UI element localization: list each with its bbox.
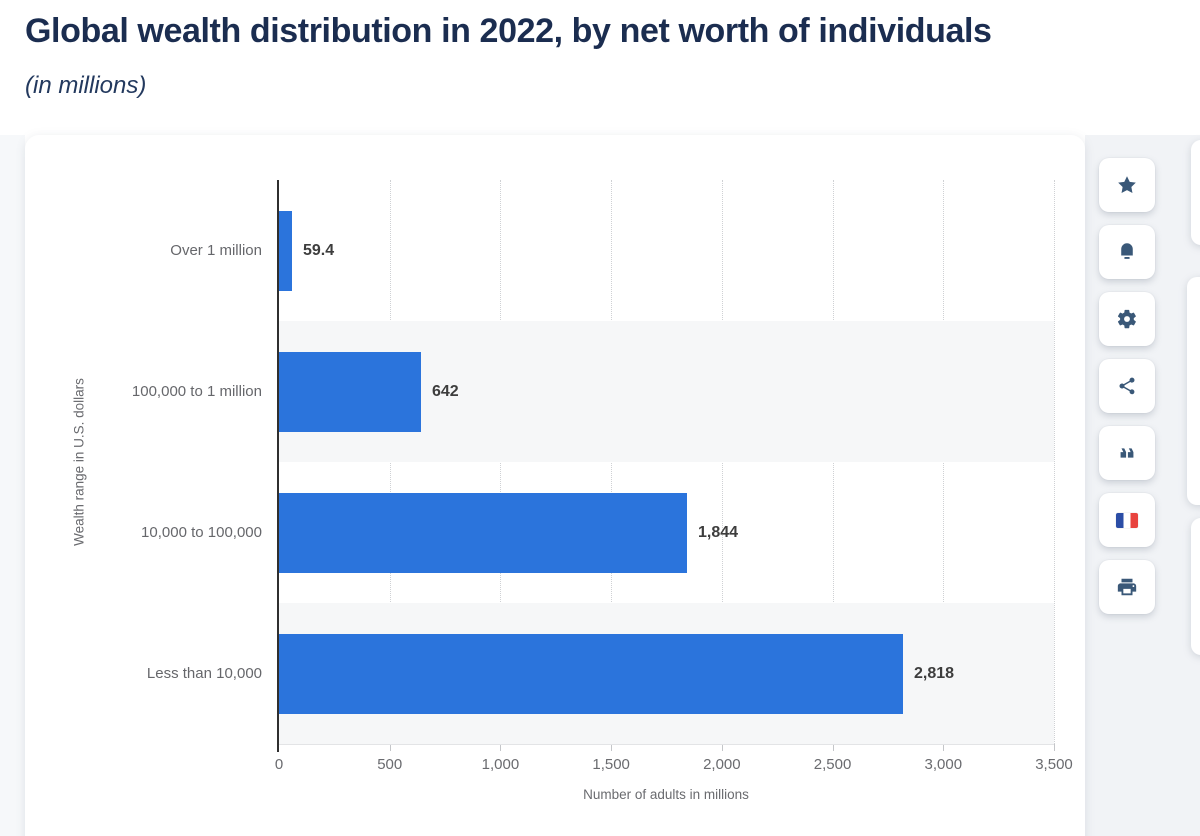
page-subtitle: (in millions)	[25, 72, 147, 99]
page-title: Global wealth distribution in 2022, by n…	[25, 12, 992, 50]
french-flag-icon	[1116, 512, 1138, 528]
bar-1[interactable]	[279, 210, 292, 291]
bar-3[interactable]	[279, 492, 687, 573]
printer-icon	[1117, 578, 1137, 596]
bell-icon	[1121, 243, 1133, 259]
bar-2[interactable]	[279, 351, 421, 432]
cite-button[interactable]	[1099, 426, 1155, 480]
settings-button[interactable]	[1099, 292, 1155, 346]
star-icon	[1118, 176, 1136, 194]
gear-icon	[1117, 309, 1136, 329]
share-button[interactable]	[1099, 359, 1155, 413]
bar-4[interactable]	[279, 633, 903, 714]
right-edge-panel	[1191, 140, 1200, 245]
chart-card	[25, 135, 1085, 836]
share-icon	[1119, 377, 1135, 395]
right-edge-panel	[1187, 277, 1200, 505]
alerts-button[interactable]	[1099, 225, 1155, 279]
favorite-button[interactable]	[1099, 158, 1155, 212]
left-gutter	[0, 135, 25, 836]
print-button[interactable]	[1099, 560, 1155, 614]
quote-icon	[1120, 448, 1134, 458]
right-edge-panel	[1191, 518, 1200, 655]
language-french-button[interactable]	[1099, 493, 1155, 547]
